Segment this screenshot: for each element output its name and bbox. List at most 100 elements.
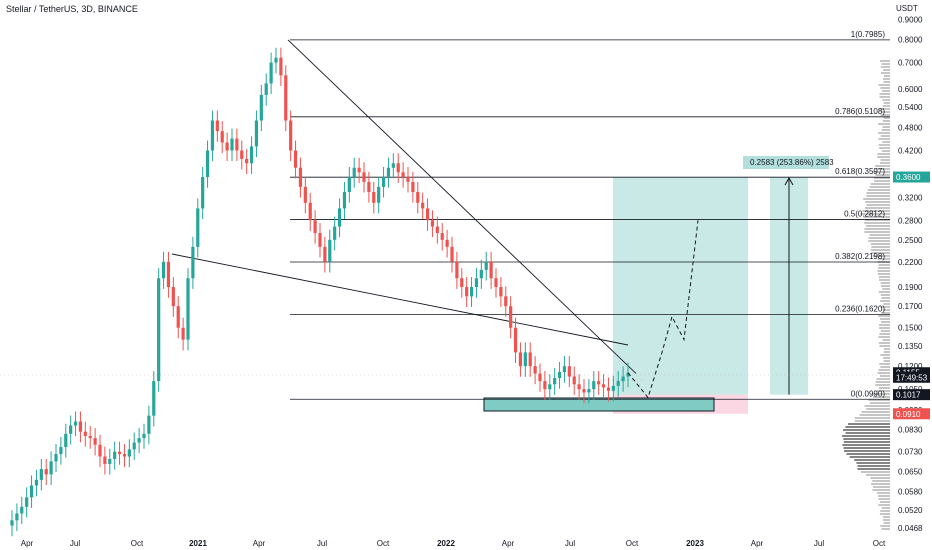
candle-body <box>568 366 571 376</box>
volume-bar <box>880 318 890 320</box>
volume-bar <box>842 435 890 437</box>
volume-bar <box>882 288 890 290</box>
volume-bar <box>881 330 890 332</box>
x-tick-label: Oct <box>873 539 886 548</box>
candle-body <box>98 445 101 457</box>
candle-body <box>314 220 317 233</box>
volume-bar <box>879 324 890 326</box>
y-tick-label: 0.2200 <box>898 258 923 267</box>
volume-bar <box>847 453 890 455</box>
candle-body <box>519 352 522 366</box>
volume-bar <box>844 450 890 452</box>
volume-bar <box>871 243 890 245</box>
volume-bar <box>879 345 890 347</box>
x-tick-label: Apr <box>21 539 34 548</box>
candle-body <box>402 172 405 177</box>
volume-bar <box>880 354 890 356</box>
x-tick-label: 2023 <box>686 539 704 548</box>
volume-bar <box>884 102 890 104</box>
volume-bar <box>844 441 890 443</box>
y-tick-label: 0.2500 <box>898 236 923 245</box>
candle-body <box>79 422 82 432</box>
candle-body <box>30 485 33 497</box>
volume-bar <box>881 66 890 68</box>
volume-bar <box>880 510 890 512</box>
volume-bar <box>878 270 890 272</box>
volume-bar <box>882 129 890 131</box>
y-tick-label: 0.3200 <box>898 193 923 202</box>
volume-bar <box>882 297 890 299</box>
candle-body <box>441 233 444 240</box>
volume-bar <box>858 465 890 467</box>
volume-bar <box>882 99 890 101</box>
volume-bar <box>882 141 890 143</box>
candle-body <box>455 262 458 278</box>
candle-body <box>147 416 150 434</box>
candle-body <box>587 389 590 392</box>
candle-body <box>15 513 18 520</box>
volume-bar <box>878 495 890 497</box>
volume-bar <box>848 423 890 425</box>
x-tick-label: Jul <box>70 539 80 548</box>
y-tick-label: 0.6000 <box>898 85 923 94</box>
candle-body <box>397 163 400 172</box>
volume-bar <box>877 153 890 155</box>
volume-bar <box>854 459 890 461</box>
y-tick-label: 0.4200 <box>898 147 923 156</box>
x-tick-label: Jul <box>814 539 824 548</box>
volume-bar <box>843 429 890 431</box>
y-tick-label: 0.1700 <box>898 302 923 311</box>
volume-bar <box>870 402 890 404</box>
candle-body <box>617 381 620 386</box>
y-tick-label: 0.9000 <box>898 15 923 24</box>
candle-body <box>162 262 165 278</box>
volume-bar <box>880 60 890 62</box>
volume-bar <box>873 486 890 488</box>
candle-body <box>353 168 356 177</box>
candle-body <box>94 438 97 445</box>
candle-body <box>191 247 194 278</box>
volume-bar <box>883 78 890 80</box>
y-tick-label: 0.0520 <box>898 506 923 515</box>
volume-bar <box>868 237 890 239</box>
candle-body <box>470 287 473 296</box>
candle-body <box>573 377 576 385</box>
candle-body <box>343 192 346 208</box>
x-tick-label: 2021 <box>189 539 207 548</box>
candle-body <box>270 63 273 84</box>
volume-bar <box>882 150 890 152</box>
fib-label: 0.5(0.2812) <box>844 210 885 219</box>
volume-bar <box>879 363 890 365</box>
volume-bar <box>879 342 890 344</box>
volume-bar <box>880 525 890 527</box>
volume-bar <box>866 225 890 227</box>
candle-body <box>529 352 532 366</box>
volume-bar <box>881 282 890 284</box>
volume-bar <box>855 417 890 419</box>
volume-bar <box>884 522 890 524</box>
x-tick-label: 2022 <box>437 539 455 548</box>
candle-body <box>299 168 302 187</box>
volume-bar <box>850 456 890 458</box>
candle-body <box>543 381 546 389</box>
volume-bar <box>882 507 890 509</box>
candle-body <box>230 139 233 151</box>
candle-body <box>206 151 209 178</box>
volume-bar <box>856 462 890 464</box>
y-tick-label: 0.1900 <box>898 283 923 292</box>
volume-bar <box>879 264 890 266</box>
volume-bar <box>878 273 890 275</box>
x-tick-label: Apr <box>502 539 515 548</box>
candle-body <box>426 208 429 220</box>
volume-bar <box>843 438 890 440</box>
volume-bar <box>880 93 890 95</box>
volume-bar <box>876 381 890 383</box>
candle-body <box>607 388 610 391</box>
volume-bar <box>878 336 890 338</box>
candle-body <box>499 287 502 296</box>
volume-bar <box>861 471 890 473</box>
volume-bar <box>866 204 890 206</box>
candle-body <box>392 163 395 167</box>
candle-body <box>142 434 145 438</box>
